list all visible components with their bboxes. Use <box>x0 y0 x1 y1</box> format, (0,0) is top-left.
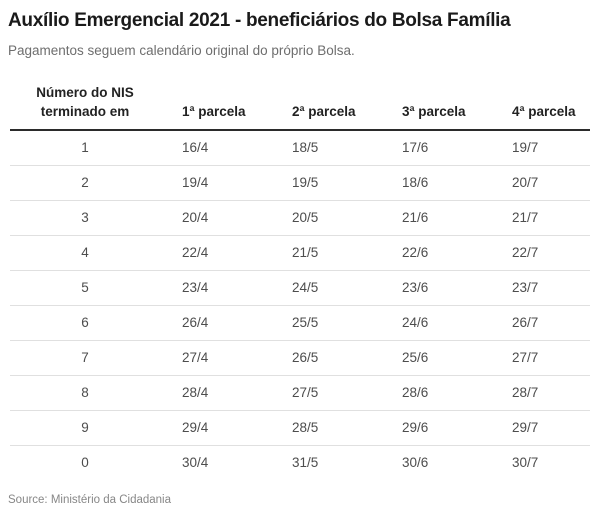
payment-date-cell: 26/5 <box>270 340 380 376</box>
source-note: Source: Ministério da Cidadania <box>8 494 172 506</box>
payments-table: Número do NIS terminado em 1ª parcela 2ª… <box>10 83 590 480</box>
table-row: 6 26/4 25/5 24/6 26/7 <box>10 305 590 341</box>
table-row: 0 30/4 31/5 30/6 30/7 <box>10 445 590 480</box>
nis-digit-cell: 9 <box>10 410 160 446</box>
payment-date-cell: 28/7 <box>490 375 590 411</box>
page-subtitle: Pagamentos seguem calendário original do… <box>8 43 355 58</box>
payment-date-cell: 24/5 <box>270 270 380 306</box>
payment-date-cell: 25/6 <box>380 340 490 376</box>
payment-date-cell: 29/6 <box>380 410 490 446</box>
nis-digit-cell: 1 <box>10 130 160 166</box>
payment-date-cell: 19/5 <box>270 165 380 201</box>
nis-digit-cell: 7 <box>10 340 160 376</box>
payment-date-cell: 25/5 <box>270 305 380 341</box>
payment-date-cell: 19/7 <box>490 130 590 166</box>
chart-container: Auxílio Emergencial 2021 - beneficiários… <box>8 10 590 506</box>
nis-digit-cell: 0 <box>81 455 89 471</box>
payment-date-cell: 27/4 <box>160 340 270 376</box>
payment-date-cell: 31/5 <box>292 455 319 471</box>
payment-date-cell: 28/4 <box>160 375 270 411</box>
nis-digit-cell: 5 <box>10 270 160 306</box>
table-row: 4 22/4 21/5 22/6 22/7 <box>10 235 590 271</box>
payment-date-cell: 21/7 <box>490 200 590 236</box>
payment-date-cell: 20/5 <box>270 200 380 236</box>
parcela-1-column-header: 1ª parcela <box>160 83 270 131</box>
payment-date-cell: 26/4 <box>160 305 270 341</box>
payment-date-cell: 22/7 <box>490 235 590 271</box>
table-row: 3 20/4 20/5 21/6 21/7 <box>10 200 590 236</box>
payment-date-cell: 18/6 <box>380 165 490 201</box>
table-row: 7 27/4 26/5 25/6 27/7 <box>10 340 590 376</box>
payment-date-cell: 18/5 <box>270 130 380 166</box>
payment-date-cell: 22/4 <box>160 235 270 271</box>
payment-date-cell: 20/7 <box>490 165 590 201</box>
nis-digit-cell: 6 <box>10 305 160 341</box>
payment-date-cell: 22/6 <box>380 235 490 271</box>
payment-date-cell: 28/5 <box>270 410 380 446</box>
table-row: 5 23/4 24/5 23/6 23/7 <box>10 270 590 306</box>
table-row: 2 19/4 19/5 18/6 20/7 <box>10 165 590 201</box>
payment-date-cell: 19/4 <box>160 165 270 201</box>
payment-date-cell: 21/6 <box>380 200 490 236</box>
parcela-3-column-header: 3ª parcela <box>380 83 490 131</box>
table-row: 1 16/4 18/5 17/6 19/7 <box>10 130 590 166</box>
payment-date-cell: 28/6 <box>380 375 490 411</box>
payment-date-cell: 30/7 <box>512 455 539 471</box>
payment-date-cell: 27/7 <box>490 340 590 376</box>
nis-digit-cell: 8 <box>10 375 160 411</box>
payment-date-cell: 20/4 <box>160 200 270 236</box>
payment-date-cell: 30/4 <box>182 455 209 471</box>
payment-date-cell: 23/4 <box>160 270 270 306</box>
table-row: 9 29/4 28/5 29/6 29/7 <box>10 410 590 446</box>
nis-digit-cell: 3 <box>10 200 160 236</box>
payment-date-cell: 29/4 <box>160 410 270 446</box>
nis-digit-cell: 4 <box>10 235 160 271</box>
table-row: 8 28/4 27/5 28/6 28/7 <box>10 375 590 411</box>
payment-date-cell: 23/6 <box>380 270 490 306</box>
table-header-row: Número do NIS terminado em 1ª parcela 2ª… <box>10 83 590 131</box>
payment-date-cell: 30/6 <box>402 455 429 471</box>
payment-date-cell: 17/6 <box>380 130 490 166</box>
payment-date-cell: 23/7 <box>490 270 590 306</box>
parcela-4-column-header: 4ª parcela <box>490 83 590 131</box>
parcela-2-column-header: 2ª parcela <box>270 83 380 131</box>
nis-column-header: Número do NIS terminado em <box>10 83 160 131</box>
payment-date-cell: 16/4 <box>160 130 270 166</box>
page-title: Auxílio Emergencial 2021 - beneficiários… <box>8 10 511 31</box>
payment-date-cell: 21/5 <box>270 235 380 271</box>
table-body: 1 16/4 18/5 17/6 19/7 2 19/4 19/5 18/6 20/7 3 20/4 2… <box>10 130 590 480</box>
payment-date-cell: 27/5 <box>270 375 380 411</box>
payment-date-cell: 24/6 <box>380 305 490 341</box>
nis-digit-cell: 2 <box>10 165 160 201</box>
payment-date-cell: 26/7 <box>490 305 590 341</box>
payment-date-cell: 29/7 <box>490 410 590 446</box>
